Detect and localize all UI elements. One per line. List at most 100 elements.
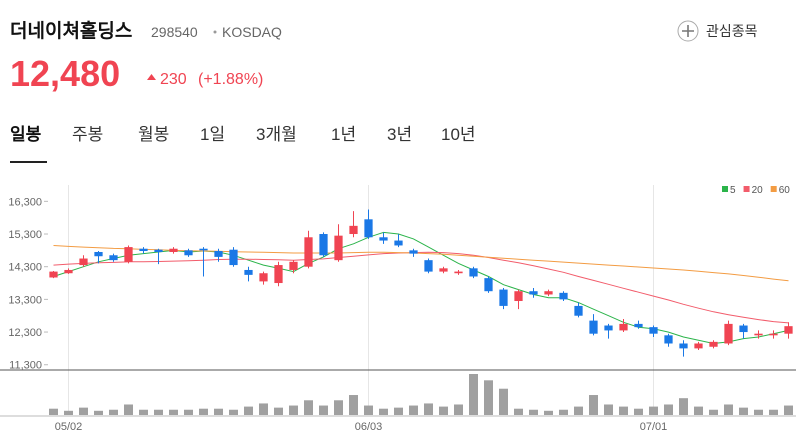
volume-bar (109, 409, 118, 415)
volume-bar (64, 410, 73, 415)
candle-body (79, 258, 88, 266)
tab-underline (10, 161, 47, 163)
tab[interactable]: 1일 (200, 125, 225, 144)
legend-label: 5 (730, 185, 736, 196)
volume-bar (409, 405, 418, 415)
candle-body (424, 260, 433, 272)
candle-body (334, 235, 343, 261)
candle-body (274, 265, 283, 284)
tab[interactable]: 일봉 (10, 125, 42, 144)
moving-average-line (53, 245, 789, 282)
candle-body (394, 240, 403, 246)
watch-button[interactable]: 관심종목 (677, 20, 758, 42)
volume-bar (619, 406, 628, 415)
candle-body (199, 248, 208, 251)
legend-label: 60 (779, 185, 791, 196)
candle-body (739, 325, 748, 333)
tab[interactable]: 3년 (387, 125, 412, 144)
candle-body (469, 268, 478, 277)
volume-bar (769, 409, 778, 415)
tab[interactable]: 1년 (331, 125, 356, 144)
volume-bar (289, 405, 298, 415)
y-tick-label: 14,300 (8, 262, 42, 274)
candle-body (529, 291, 538, 295)
volume-bar (199, 408, 208, 415)
volume-bar (94, 410, 103, 415)
volume-bar (424, 403, 433, 415)
tab-bar: 일봉 주봉 월봉 1일 3개월 1년 3년 10년 (10, 125, 476, 144)
candle-body (64, 269, 73, 274)
volume-bar (334, 400, 343, 415)
y-tick-label: 16,300 (8, 196, 42, 208)
candle-body (289, 261, 298, 270)
candle-body (184, 250, 193, 256)
candle-body (409, 250, 418, 254)
up-arrow (147, 74, 156, 80)
x-tick-label: 07/01 (640, 421, 668, 433)
volume-bar (379, 408, 388, 415)
volume-bar (499, 388, 508, 415)
tab[interactable]: 월봉 (138, 125, 169, 144)
candle-body (679, 343, 688, 349)
market: KOSDAQ (222, 24, 282, 40)
volume-bar (454, 404, 463, 415)
candle-body (349, 225, 358, 235)
volume-bar (484, 380, 493, 415)
volume-bar (679, 398, 688, 415)
volume-bar (184, 409, 193, 415)
volume-bar (349, 395, 358, 415)
candle-body (439, 268, 448, 272)
change-pct: (+1.88%) (198, 71, 263, 88)
candle-body (154, 249, 163, 252)
volume-bar (589, 395, 598, 415)
volume-bar (754, 409, 763, 415)
candle-body (139, 248, 148, 252)
candle-body (94, 251, 103, 257)
stock-name: 더네이쳐홀딩스 (10, 19, 132, 42)
candle-body (109, 255, 118, 261)
volume-bar (154, 409, 163, 415)
x-tick-label: 05/02 (55, 421, 83, 433)
candle-body (724, 323, 733, 344)
volume-bar (169, 409, 178, 415)
volume-bar (214, 408, 223, 415)
volume-bar (259, 403, 268, 415)
candle-body (709, 341, 718, 347)
candle-body (544, 291, 553, 295)
legend-label: 20 (752, 185, 764, 196)
candle-body (514, 291, 523, 302)
candle-body (754, 333, 763, 336)
tab[interactable]: 3개월 (256, 125, 297, 144)
volume-bar (304, 400, 313, 415)
watch-icon (677, 20, 699, 42)
volume-bar (634, 408, 643, 415)
candle-body (169, 248, 178, 252)
volume-bar (664, 404, 673, 415)
tab[interactable]: 주봉 (72, 125, 103, 144)
tab[interactable]: 10년 (441, 125, 476, 144)
x-tick-label: 06/03 (355, 421, 383, 433)
volume-bar (394, 407, 403, 415)
volume-bar (319, 405, 328, 415)
chart: 05/02 06/03 07/01 11,300 12,300 13,300 14,300 1… (0, 185, 796, 433)
candle-body (364, 219, 373, 238)
candle-body (484, 278, 493, 292)
volume-bar (364, 405, 373, 415)
candle-body (694, 343, 703, 349)
volume-bar (544, 410, 553, 415)
volume-bar (709, 409, 718, 415)
candle-body (604, 325, 613, 331)
candle-body (229, 249, 238, 266)
y-tick-label: 11,300 (9, 360, 42, 372)
candle-body (454, 271, 463, 274)
volume-bar (229, 409, 238, 415)
moving-average-line (53, 251, 789, 324)
candle-body (559, 292, 568, 300)
price: 12,480 (10, 53, 120, 94)
candle-body (244, 269, 253, 275)
candle-body (634, 323, 643, 328)
candle-body (589, 320, 598, 334)
volume-bar (529, 409, 538, 415)
candle-body (664, 335, 673, 344)
